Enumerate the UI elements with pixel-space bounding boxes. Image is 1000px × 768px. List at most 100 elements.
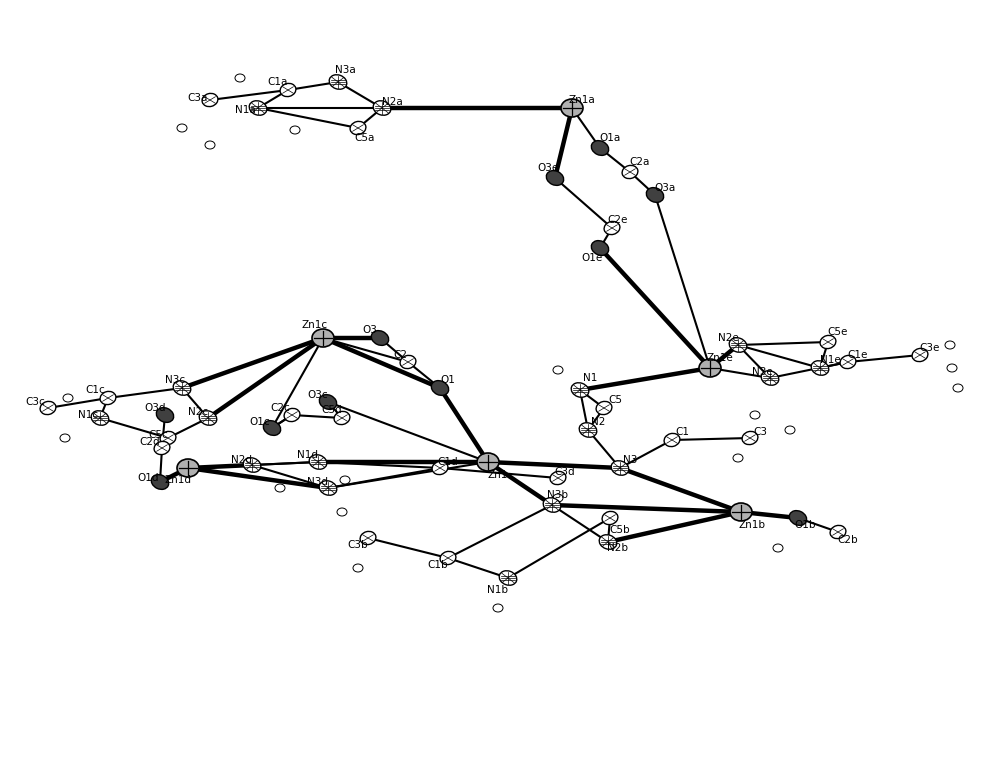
Ellipse shape [63, 394, 73, 402]
Ellipse shape [243, 458, 261, 472]
Text: C1c: C1c [85, 385, 105, 395]
Ellipse shape [290, 126, 300, 134]
Ellipse shape [953, 384, 963, 392]
Text: Zn1d: Zn1d [164, 475, 192, 485]
Ellipse shape [499, 571, 517, 585]
Text: C2b: C2b [838, 535, 858, 545]
Ellipse shape [742, 432, 758, 445]
Ellipse shape [543, 498, 561, 512]
Ellipse shape [553, 366, 563, 374]
Ellipse shape [785, 426, 795, 434]
Text: Zn1e: Zn1e [707, 353, 733, 363]
Ellipse shape [160, 432, 176, 445]
Ellipse shape [205, 141, 215, 149]
Ellipse shape [337, 508, 347, 516]
Ellipse shape [329, 74, 347, 89]
Text: N1e: N1e [820, 355, 840, 365]
Ellipse shape [275, 484, 285, 492]
Ellipse shape [820, 336, 836, 349]
Ellipse shape [561, 99, 583, 117]
Ellipse shape [622, 165, 638, 179]
Text: O1c: O1c [250, 417, 270, 427]
Ellipse shape [912, 349, 928, 362]
Ellipse shape [40, 402, 56, 415]
Ellipse shape [432, 462, 448, 475]
Ellipse shape [773, 544, 783, 552]
Ellipse shape [353, 564, 363, 572]
Ellipse shape [280, 84, 296, 97]
Ellipse shape [173, 381, 191, 396]
Text: N2a: N2a [382, 97, 402, 107]
Text: C2e: C2e [608, 215, 628, 225]
Ellipse shape [591, 240, 609, 256]
Text: C3a: C3a [188, 93, 208, 103]
Ellipse shape [312, 329, 334, 347]
Text: C2: C2 [393, 350, 407, 360]
Ellipse shape [493, 604, 503, 612]
Ellipse shape [60, 434, 70, 442]
Ellipse shape [371, 330, 389, 346]
Text: N1d: N1d [298, 450, 318, 460]
Text: Zn1: Zn1 [488, 470, 508, 480]
Ellipse shape [811, 361, 829, 376]
Text: C3d: C3d [555, 467, 575, 477]
Ellipse shape [319, 481, 337, 495]
Text: C5e: C5e [828, 327, 848, 337]
Ellipse shape [100, 392, 116, 405]
Ellipse shape [546, 170, 564, 185]
Ellipse shape [730, 503, 752, 521]
Text: C5c: C5c [148, 430, 168, 440]
Text: N1b: N1b [488, 585, 509, 595]
Ellipse shape [202, 94, 218, 107]
Ellipse shape [604, 221, 620, 234]
Ellipse shape [591, 141, 609, 155]
Ellipse shape [440, 551, 456, 564]
Ellipse shape [699, 359, 721, 377]
Ellipse shape [729, 338, 747, 353]
Text: Zn1a: Zn1a [569, 95, 595, 105]
Ellipse shape [177, 459, 199, 477]
Text: O1a: O1a [599, 133, 621, 143]
Text: C3c: C3c [25, 397, 45, 407]
Ellipse shape [235, 74, 245, 82]
Ellipse shape [177, 124, 187, 132]
Text: C2d: C2d [140, 437, 160, 447]
Ellipse shape [840, 356, 856, 369]
Ellipse shape [611, 461, 629, 475]
Text: C5a: C5a [355, 133, 375, 143]
Text: O3a: O3a [654, 183, 676, 193]
Ellipse shape [646, 187, 664, 203]
Text: N1c: N1c [78, 410, 98, 420]
Ellipse shape [400, 356, 416, 369]
Text: O1d: O1d [137, 473, 159, 483]
Text: N2: N2 [591, 417, 605, 427]
Ellipse shape [579, 422, 597, 437]
Text: C5: C5 [608, 395, 622, 405]
Ellipse shape [263, 421, 281, 435]
Text: C5b: C5b [610, 525, 630, 535]
Text: N1a: N1a [235, 105, 255, 115]
Text: N3d: N3d [308, 477, 328, 487]
Text: Zn1b: Zn1b [738, 520, 766, 530]
Ellipse shape [319, 395, 337, 409]
Text: C1b: C1b [428, 560, 448, 570]
Text: N2e: N2e [718, 333, 738, 343]
Text: O3d: O3d [144, 403, 166, 413]
Text: N3a: N3a [335, 65, 355, 75]
Ellipse shape [602, 511, 618, 525]
Text: N3c: N3c [165, 375, 185, 385]
Ellipse shape [596, 402, 612, 415]
Text: C2a: C2a [630, 157, 650, 167]
Text: N1: N1 [583, 373, 597, 383]
Ellipse shape [334, 412, 350, 425]
Ellipse shape [340, 476, 350, 484]
Text: N2c: N2c [188, 407, 208, 417]
Ellipse shape [431, 381, 449, 396]
Text: C1a: C1a [268, 77, 288, 87]
Ellipse shape [947, 364, 957, 372]
Text: O3: O3 [363, 325, 377, 335]
Text: C3b: C3b [348, 540, 368, 550]
Text: C5d: C5d [322, 405, 342, 415]
Text: N3: N3 [623, 455, 637, 465]
Text: C1: C1 [675, 427, 689, 437]
